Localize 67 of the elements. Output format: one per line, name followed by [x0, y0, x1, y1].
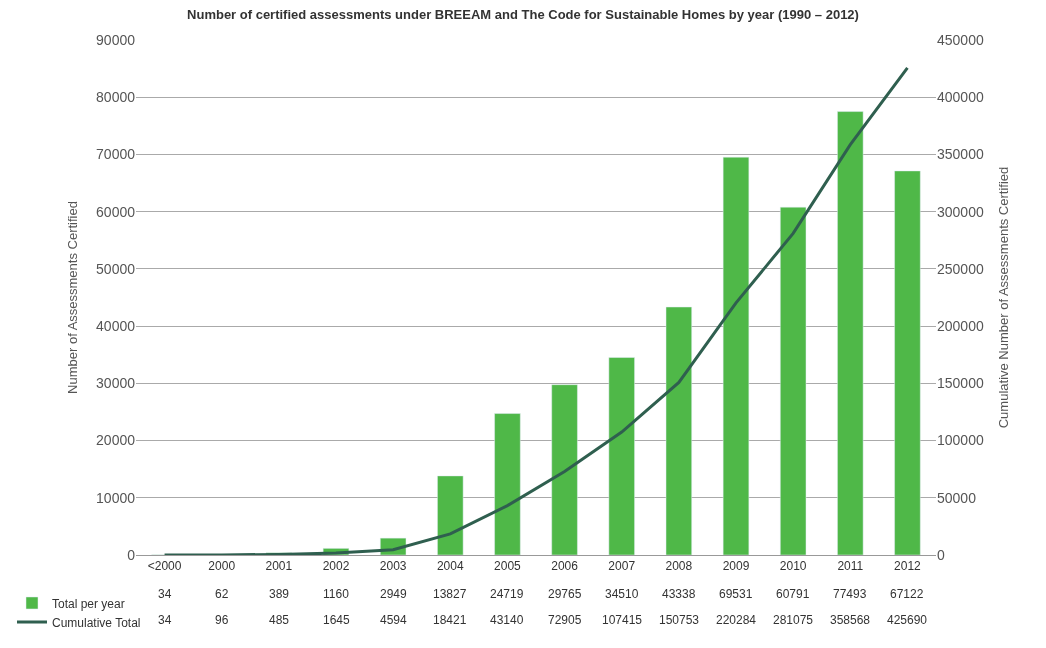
y2-tick-label: 300000 [937, 203, 984, 220]
data-label: 2949 [380, 587, 408, 601]
y2-tick-label: 200000 [937, 318, 984, 335]
legend-label: Cumulative Total [52, 615, 141, 630]
data-label: 358568 [830, 613, 871, 627]
x-tick-label: 2001 [265, 559, 293, 574]
data-label: 72905 [548, 613, 582, 627]
x-tick-label: 2003 [379, 559, 407, 574]
x-tick-label: 2009 [722, 559, 750, 574]
chart-title: Number of certified assessments under BREEAM and The Code for Sustainable Homes by year (1990 – 2012) [187, 6, 859, 22]
legend-label: Total per year [52, 596, 125, 611]
data-label: 62 [215, 587, 229, 601]
data-label: 77493 [833, 587, 867, 601]
data-label: 107415 [602, 613, 643, 627]
data-label: 425690 [887, 613, 928, 627]
y2-tick-label: 150000 [937, 375, 984, 392]
x-tick-label: 2004 [436, 559, 464, 574]
x-tick-label: 2012 [894, 559, 922, 574]
y2-tick-label: 400000 [937, 89, 984, 106]
data-label: 96 [215, 613, 229, 627]
data-label: 34 [158, 587, 172, 601]
x-tick-label: 2008 [665, 559, 693, 574]
y-tick-label: 80000 [96, 89, 136, 106]
x-tick-label: <2000 [147, 559, 182, 574]
data-label: 4594 [380, 613, 408, 627]
data-label: 69531 [719, 587, 753, 601]
data-label: 1645 [323, 613, 351, 627]
data-label: 34510 [605, 587, 639, 601]
x-tick-label: 2002 [322, 559, 350, 574]
y-tick-label: 90000 [96, 31, 136, 48]
data-label: 60791 [776, 587, 810, 601]
data-label: 220284 [716, 613, 757, 627]
data-label: 389 [269, 587, 290, 601]
data-label: 67122 [890, 587, 924, 601]
x-tick-label: 2000 [208, 559, 236, 574]
data-label: 281075 [773, 613, 814, 627]
y-tick-label: 60000 [96, 203, 136, 220]
data-label: 43338 [662, 587, 696, 601]
y2-tick-label: 0 [937, 546, 945, 563]
y2-tick-label: 100000 [937, 432, 984, 449]
x-tick-label: 2007 [608, 559, 636, 574]
y-tick-label: 20000 [96, 432, 136, 449]
data-label: 18421 [433, 613, 467, 627]
data-label: 1160 [323, 587, 350, 601]
y-tick-label: 70000 [96, 146, 136, 163]
data-label: 34 [158, 613, 172, 627]
x-tick-label: 2005 [494, 559, 522, 574]
y-tick-label: 30000 [96, 375, 136, 392]
data-label: 43140 [490, 613, 524, 627]
y2-tick-label: 50000 [937, 489, 977, 506]
data-label: 150753 [659, 613, 700, 627]
data-label: 485 [269, 613, 290, 627]
y2-axis-title: Cumulative Number of Assessments Certified [995, 166, 1011, 429]
y-axis-title: Number of Assessments Certified [65, 201, 81, 394]
data-label: 29765 [548, 587, 582, 601]
x-tick-label: 2010 [779, 559, 807, 574]
y-tick-label: 40000 [96, 318, 136, 335]
y2-tick-label: 450000 [937, 31, 984, 48]
x-tick-label: 2006 [551, 559, 579, 574]
y2-tick-label: 250000 [937, 260, 984, 277]
y-tick-label: 50000 [96, 260, 136, 277]
data-label: 13827 [433, 587, 467, 601]
y2-tick-label: 350000 [937, 146, 984, 163]
y-tick-label: 10000 [96, 489, 136, 506]
data-label: 24719 [490, 587, 524, 601]
x-tick-label: 2011 [837, 559, 864, 574]
y-tick-label: 0 [127, 546, 136, 563]
